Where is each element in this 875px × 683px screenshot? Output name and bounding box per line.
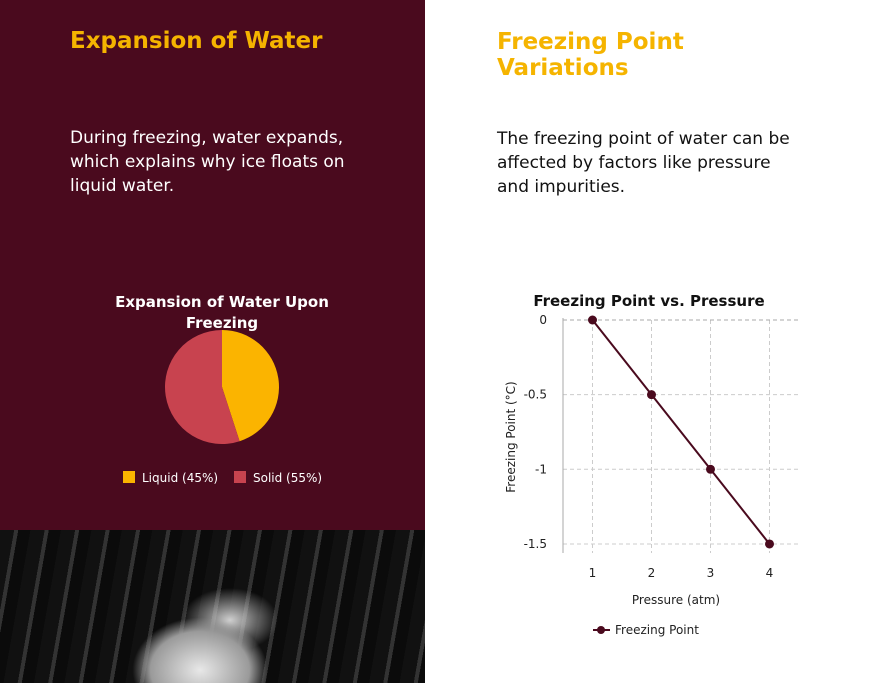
data-point[interactable] — [588, 315, 597, 325]
legend-label[interactable]: Freezing Point — [615, 623, 699, 637]
data-point[interactable] — [765, 539, 774, 549]
y-tick-label: -1 — [535, 462, 547, 476]
left-title: Expansion of Water — [70, 28, 323, 54]
x-tick-label: 3 — [707, 566, 715, 580]
y-tick-label: -1.5 — [524, 537, 547, 551]
x-tick-label: 2 — [648, 566, 656, 580]
ice-photo — [0, 530, 425, 683]
right-body: The freezing point of water can be affec… — [497, 129, 790, 197]
y-tick-label: 0 — [539, 313, 547, 327]
x-axis-label: Pressure (atm) — [632, 593, 720, 607]
pie-slice-1[interactable] — [165, 330, 240, 444]
pie-slice-0[interactable] — [222, 330, 280, 442]
x-tick-label: 1 — [589, 566, 597, 580]
y-tick-label: -0.5 — [524, 388, 547, 402]
left-body: During freezing, water expands, which ex… — [70, 128, 345, 196]
x-tick-label: 4 — [766, 566, 774, 580]
pie-legend-label[interactable]: Liquid (45%) — [142, 471, 218, 485]
pie-legend-swatch — [234, 471, 246, 483]
pie-chart: Expansion of Water Upon Freezing Liquid … — [115, 293, 329, 485]
data-point[interactable] — [706, 464, 715, 474]
pie-title-line2: Freezing — [186, 314, 258, 332]
series-line — [591, 319, 771, 545]
pie-title-line1: Expansion of Water Upon — [115, 293, 329, 311]
line-chart-title: Freezing Point vs. Pressure — [533, 292, 764, 310]
legend-dot-marker — [597, 626, 605, 634]
data-point[interactable] — [647, 390, 656, 400]
pie-legend-swatch — [123, 471, 135, 483]
y-axis-label: Freezing Point (°C) — [504, 381, 518, 493]
right-title: Freezing Point Variations — [497, 29, 684, 81]
pie-legend-label[interactable]: Solid (55%) — [253, 471, 322, 485]
